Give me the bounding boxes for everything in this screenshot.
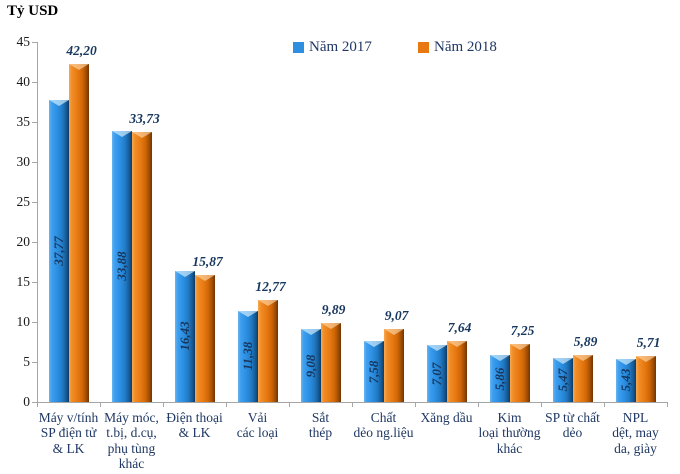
bar-value-label-2018: 5,71 <box>636 335 661 351</box>
x-axis-tick <box>352 403 353 407</box>
x-axis-tick <box>289 403 290 407</box>
y-tick-label: 35 <box>16 114 31 129</box>
x-axis-tick <box>415 403 416 407</box>
legend-label-2018: Năm 2018 <box>434 39 497 55</box>
bar-value-label-2017: 5,47 <box>554 368 570 392</box>
bar-2018 <box>320 322 341 402</box>
bar-value-label-2018: 9,89 <box>321 301 346 317</box>
bar-2017 <box>300 329 321 402</box>
x-axis-tick <box>100 403 101 407</box>
category-label: Sắt thép <box>308 410 333 441</box>
bar-2017 <box>363 341 384 402</box>
bar-2018 <box>635 356 656 402</box>
x-axis-tick <box>37 403 38 407</box>
bar-2018 <box>257 299 278 402</box>
category-label: Vải các loại <box>236 410 279 441</box>
y-tick-label: 20 <box>16 234 31 249</box>
y-axis-tick <box>32 122 37 123</box>
bar-2017 <box>237 310 258 402</box>
y-axis-tick <box>32 362 37 363</box>
legend-swatch-2017-icon <box>293 42 304 53</box>
bar-value-label-2017: 11,38 <box>239 342 255 371</box>
bar-value-label-2018: 7,64 <box>447 319 472 335</box>
y-axis-tick <box>32 82 37 83</box>
category-label: NPL dệt, may da, giày <box>612 410 659 456</box>
y-axis-tick <box>32 402 37 403</box>
bar-value-label-2018: 42,20 <box>66 43 97 59</box>
y-tick-label: 45 <box>16 34 31 49</box>
legend-swatch-2018-icon <box>418 42 429 53</box>
bar-value-label-2018: 7,25 <box>510 323 535 338</box>
x-axis-tick <box>541 403 542 407</box>
bar-value-label-2017: 7,07 <box>428 362 444 386</box>
bar-2017 <box>615 358 636 402</box>
bar-2017 <box>48 99 69 402</box>
y-axis-tick <box>32 42 37 43</box>
bar-value-label-2017: 33,88 <box>113 251 129 282</box>
x-axis-tick <box>478 403 479 407</box>
x-axis-tick <box>667 403 668 407</box>
y-axis-tick <box>32 202 37 203</box>
bar-2017 <box>552 358 573 402</box>
y-axis-tick <box>32 322 37 323</box>
y-axis-tick <box>32 242 37 243</box>
category-label: Xăng dầu <box>420 410 473 425</box>
bar-2018 <box>194 275 215 402</box>
bar-2018 <box>383 329 404 402</box>
bar-value-label-2018: 5,89 <box>573 333 598 349</box>
bar-2018 <box>572 354 593 402</box>
bar-2018 <box>131 132 152 402</box>
y-tick-label: 40 <box>16 74 31 89</box>
y-axis-title: Tỷ USD <box>7 3 59 19</box>
legend-item-2017: Năm 2017 <box>293 39 372 56</box>
bar-value-label-2017: 16,43 <box>176 321 192 351</box>
legend-label-2017: Năm 2017 <box>309 39 372 55</box>
category-label: SP từ chất dẻo <box>545 410 600 441</box>
x-axis-tick <box>604 403 605 407</box>
bar-value-label-2018: 15,87 <box>192 254 223 270</box>
y-axis-tick <box>32 282 37 283</box>
category-label: Máy móc, t.bị, d.cụ, phụ tùng khác <box>104 410 159 472</box>
bar-2018 <box>509 344 530 402</box>
bar-2017 <box>111 130 132 402</box>
x-axis-tick <box>226 403 227 407</box>
category-label: Điện thoại & LK <box>166 410 223 441</box>
y-tick-label: 30 <box>16 154 31 169</box>
bar-value-label-2018: 12,77 <box>255 278 286 294</box>
bar-value-label-2017: 7,58 <box>365 360 381 384</box>
bar-2017 <box>426 345 447 402</box>
bar-value-label-2018: 9,07 <box>384 308 409 324</box>
y-tick-label: 5 <box>23 354 30 369</box>
bar-value-label-2018: 33,73 <box>129 111 160 127</box>
bar-value-label-2017: 37,77 <box>50 236 66 266</box>
bar-2017 <box>489 355 510 402</box>
y-tick-label: 0 <box>23 394 30 409</box>
legend-item-2018: Năm 2018 <box>418 39 497 56</box>
bar-2017 <box>174 270 195 402</box>
y-axis-line <box>37 42 38 402</box>
bar-2018 <box>68 64 89 402</box>
bar-value-label-2017: 9,08 <box>302 354 318 378</box>
y-tick-label: 10 <box>16 314 31 329</box>
bar-2018 <box>446 340 467 402</box>
y-tick-label: 15 <box>16 274 31 289</box>
category-label: Máy v/tính SP điện tử & LK <box>38 410 99 456</box>
bar-value-label-2017: 5,43 <box>617 368 633 392</box>
y-axis-tick <box>32 162 37 163</box>
x-axis-line <box>37 402 668 403</box>
x-axis-tick <box>163 403 164 407</box>
y-tick-label: 25 <box>16 194 31 209</box>
category-label: Kim loại thường khác <box>478 410 541 456</box>
category-label: Chất dẻo ng.liệu <box>353 410 414 441</box>
bar-value-label-2017: 5,86 <box>491 367 507 390</box>
